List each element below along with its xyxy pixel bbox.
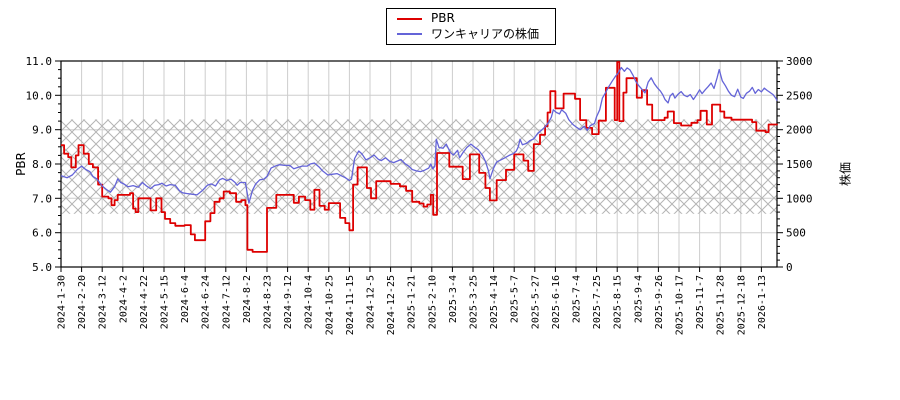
svg-text:8.0: 8.0 [32,158,52,171]
svg-text:0: 0 [786,261,793,274]
left-axis-tick-labels: 5.0 6.0 7.0 8.0 9.0 10.0 11.0 [26,55,53,274]
svg-text:2025-7-25: 2025-7-25 [592,275,603,329]
svg-text:500: 500 [786,227,806,240]
svg-text:2024-8-23: 2024-8-23 [263,275,274,329]
svg-text:2024-2-20: 2024-2-20 [77,275,88,329]
svg-text:2024-4-2: 2024-4-2 [118,275,129,323]
legend-item-pbr: PBR [387,12,555,25]
svg-text:2024-10-25: 2024-10-25 [324,275,335,335]
svg-text:2025-3-25: 2025-3-25 [469,275,480,329]
stock-price-line [60,66,778,204]
svg-text:6.0: 6.0 [32,227,52,240]
svg-text:2024-12-25: 2024-12-25 [386,275,397,335]
svg-text:7.0: 7.0 [32,192,52,205]
svg-text:2500: 2500 [786,89,813,102]
legend-item-stock: ワンキャリアの株価 [387,26,555,41]
svg-text:2025-9-26: 2025-9-26 [654,275,665,329]
svg-text:10.0: 10.0 [26,89,53,102]
legend: PBR ワンキャリアの株価 [386,8,556,45]
svg-text:2024-3-12: 2024-3-12 [98,275,109,329]
svg-text:2024-6-4: 2024-6-4 [180,275,191,323]
right-axis-title: 株価 [838,161,853,187]
svg-text:2025-10-17: 2025-10-17 [675,275,686,335]
svg-text:2025-3-4: 2025-3-4 [448,275,459,323]
svg-text:2025-6-16: 2025-6-16 [551,275,562,329]
svg-text:2025-5-7: 2025-5-7 [510,275,521,323]
pbr-line [61,61,778,253]
x-axis-tick-labels: 2024-1-30 2024-2-20 2024-3-12 2024-4-2 2024-… [57,275,768,335]
svg-text:2025-4-14: 2025-4-14 [489,275,500,329]
svg-text:2025-11-7: 2025-11-7 [695,275,706,329]
svg-text:2025-1-21: 2025-1-21 [407,275,418,329]
svg-text:2024-11-15: 2024-11-15 [345,275,356,335]
svg-text:2025-12-18: 2025-12-18 [736,275,747,335]
pbr-legend-label: PBR [431,11,455,26]
svg-text:2025-8-15: 2025-8-15 [613,275,624,329]
svg-text:2025-9-4: 2025-9-4 [633,275,644,323]
svg-text:2026-1-13: 2026-1-13 [757,275,768,329]
svg-text:2025-7-4: 2025-7-4 [572,275,583,323]
svg-text:2025-5-27: 2025-5-27 [530,275,541,329]
svg-text:2024-8-2: 2024-8-2 [242,275,253,323]
svg-text:2024-7-12: 2024-7-12 [221,275,232,329]
svg-text:2024-4-22: 2024-4-22 [139,275,150,329]
svg-text:5.0: 5.0 [32,261,52,274]
valuation-band [61,119,777,214]
svg-text:2024-10-4: 2024-10-4 [304,275,315,329]
svg-text:2024-1-30: 2024-1-30 [57,275,68,329]
svg-text:1000: 1000 [786,192,813,205]
svg-text:2024-5-15: 2024-5-15 [160,275,171,329]
svg-text:3000: 3000 [786,55,813,68]
svg-text:2024-6-24: 2024-6-24 [201,275,212,329]
svg-text:2025-2-10: 2025-2-10 [427,275,438,329]
axis-ticks [55,60,783,272]
svg-text:2024-12-5: 2024-12-5 [366,275,377,329]
svg-text:2025-11-28: 2025-11-28 [716,275,727,335]
right-axis-tick-labels: 0 500 1000 1500 2000 2500 3000 [786,55,813,274]
left-axis-title: PBR [14,152,28,176]
svg-text:1500: 1500 [786,158,813,171]
svg-text:2024-9-12: 2024-9-12 [283,275,294,329]
svg-text:2000: 2000 [786,124,813,137]
stock-line-swatch [397,33,422,36]
stock-legend-label: ワンキャリアの株価 [431,26,540,41]
plot-border [60,60,778,268]
svg-text:9.0: 9.0 [32,124,52,137]
pbr-line-swatch [397,17,422,20]
svg-text:11.0: 11.0 [26,55,53,68]
